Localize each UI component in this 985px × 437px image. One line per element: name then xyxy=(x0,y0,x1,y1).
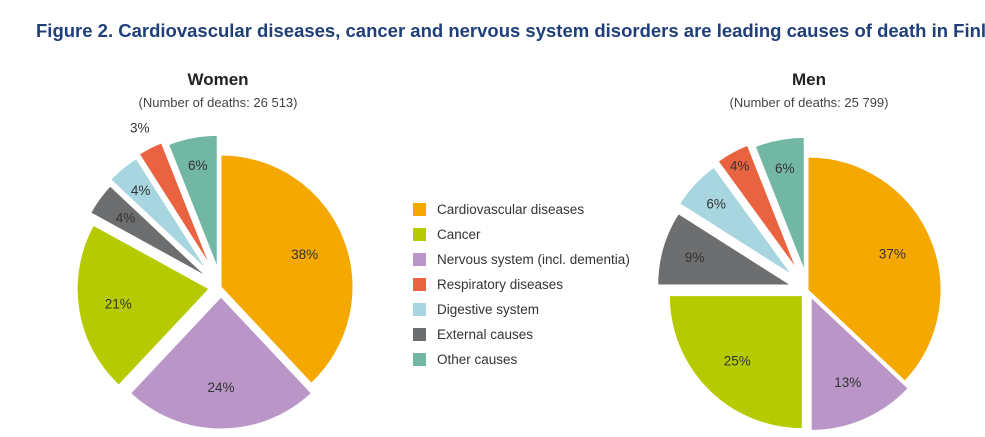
women-pie-chart: 38% 24% 21% 4% 4% 3% 6% xyxy=(76,121,354,430)
pie-slice-label: 38% xyxy=(291,247,318,262)
pie-slice-cardiovascular-diseases xyxy=(220,154,354,384)
pie-slice-label: 3% xyxy=(130,121,150,136)
legend-swatch xyxy=(413,328,426,341)
pie-slice-respiratory-diseases xyxy=(138,142,211,266)
pie-slice-cancer xyxy=(76,224,210,386)
legend-label: Other causes xyxy=(437,352,518,367)
pie-slice-digestive-system xyxy=(110,157,208,271)
legend-swatch xyxy=(413,278,426,291)
pie-slice-external-causes xyxy=(657,213,793,286)
pie-slice-external-causes xyxy=(90,185,207,277)
legend-swatch xyxy=(413,303,426,316)
pie-slice-respiratory-diseases xyxy=(717,144,797,270)
legend-swatch xyxy=(413,253,426,266)
legend-label: Cancer xyxy=(437,227,481,242)
pie-slice-digestive-system xyxy=(678,166,793,276)
men-pie-chart: 37% 13% 25% 9% 6% 4% 6% xyxy=(657,136,942,431)
pie-slice-label: 6% xyxy=(706,197,726,212)
pie-slice-label: 4% xyxy=(131,183,151,198)
pie-slice-nervous-system-incl-dementia xyxy=(129,296,313,430)
pie-slice-label: 13% xyxy=(834,375,861,390)
legend-label: Respiratory diseases xyxy=(437,277,564,292)
pie-slice-label: 37% xyxy=(879,246,906,261)
legend-label: External causes xyxy=(437,327,534,342)
pie-slice-label: 9% xyxy=(685,250,705,265)
pie-slice-label: 6% xyxy=(775,161,795,176)
legend-label: Digestive system xyxy=(437,302,540,317)
women-chart-title: Women xyxy=(187,70,249,89)
women-chart-subtitle: (Number of deaths: 26 513) xyxy=(138,95,298,110)
figure-title: Figure 2. Cardiovascular diseases, cance… xyxy=(36,20,985,41)
legend-label: Cardiovascular diseases xyxy=(437,202,585,217)
legend-swatch xyxy=(413,353,426,366)
pie-slice-label: 6% xyxy=(188,158,208,173)
men-chart-title: Men xyxy=(792,70,826,89)
pie-slice-nervous-system-incl-dementia xyxy=(810,296,909,431)
legend-swatch xyxy=(413,228,426,241)
pie-slice-cardiovascular-diseases xyxy=(807,156,942,382)
men-chart-subtitle: (Number of deaths: 25 799) xyxy=(729,95,889,110)
legend-item-external: External causes xyxy=(413,322,630,347)
legend-item-cardiovascular: Cardiovascular diseases xyxy=(413,197,630,222)
legend-swatch xyxy=(413,203,426,216)
legend: Cardiovascular diseases Cancer Nervous s… xyxy=(413,197,630,372)
legend-item-other: Other causes xyxy=(413,347,630,372)
legend-item-respiratory: Respiratory diseases xyxy=(413,272,630,297)
pie-slice-label: 21% xyxy=(105,296,132,311)
legend-item-digestive: Digestive system xyxy=(413,297,630,322)
legend-item-nervous-system: Nervous system (incl. dementia) xyxy=(413,247,630,272)
pie-slice-other-causes xyxy=(168,134,218,268)
legend-item-cancer: Cancer xyxy=(413,222,630,247)
pie-slice-label: 4% xyxy=(730,159,750,174)
pie-slice-label: 4% xyxy=(116,211,136,226)
pie-slice-other-causes xyxy=(754,136,805,271)
legend-label: Nervous system (incl. dementia) xyxy=(437,252,630,267)
pie-slice-cancer xyxy=(668,295,803,430)
pie-slice-label: 24% xyxy=(207,380,234,395)
pie-slice-label: 25% xyxy=(724,354,751,369)
